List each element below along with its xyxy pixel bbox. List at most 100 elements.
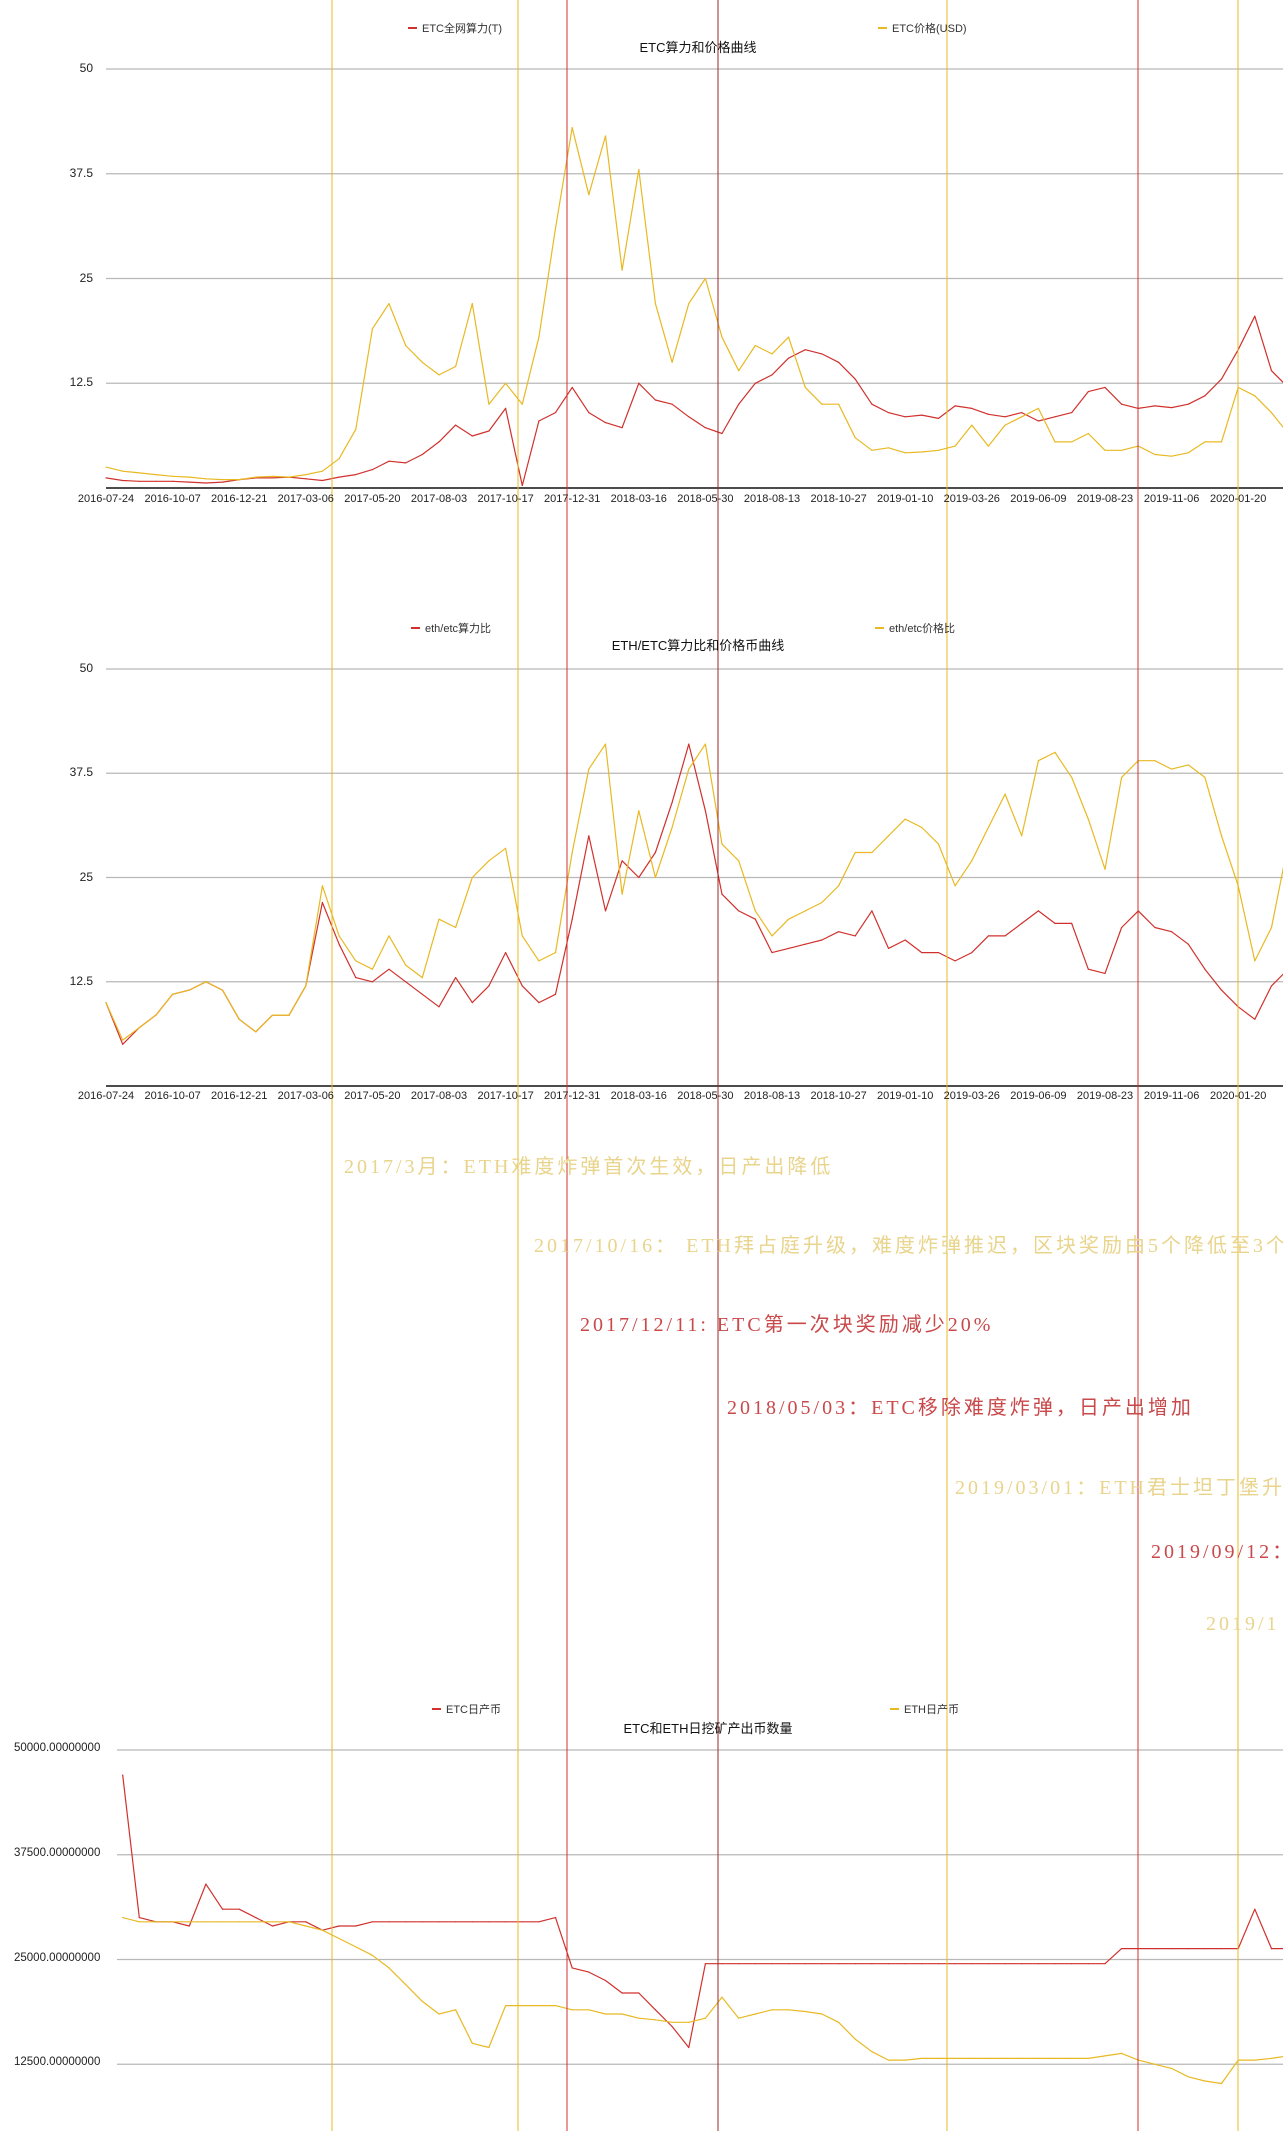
data-point: [238, 1908, 240, 1910]
y-tick-label: 37.5: [69, 165, 93, 180]
data-point: [488, 1921, 490, 1923]
data-point: [937, 417, 940, 420]
data-point: [1220, 989, 1223, 991]
data-point: [438, 2013, 440, 2015]
data-point: [371, 981, 373, 983]
x-tick-label: 2017-10-17: [477, 1090, 534, 1102]
data-point: [1004, 1963, 1006, 1965]
data-point: [305, 1925, 307, 1927]
data-point: [138, 1917, 140, 1919]
data-point: [838, 361, 840, 363]
data-point: [305, 478, 307, 480]
data-point: [421, 361, 423, 363]
data-point: [704, 427, 707, 429]
data-point: [1204, 968, 1206, 970]
data-point: [871, 2051, 873, 2053]
data-point: [1154, 405, 1156, 407]
data-point: [921, 2057, 923, 2059]
series-line-yellow: [122, 1917, 1283, 2085]
data-point: [788, 357, 790, 359]
data-point: [138, 472, 140, 474]
annotation-etc-reward-cut: 2017/12/11: ETC第一次块奖励减少20%: [580, 1314, 994, 1336]
data-point: [405, 344, 407, 347]
annotation-etc-remove-bomb: 2018/05/03：ETC移除难度炸弹，日产出增加: [727, 1397, 1194, 1419]
data-point: [771, 353, 773, 355]
data-point: [904, 939, 906, 941]
data-point: [937, 1963, 940, 1965]
data-point: [371, 328, 373, 330]
data-point: [688, 768, 690, 770]
data-point: [138, 1027, 140, 1029]
data-point: [571, 127, 573, 129]
data-point: [1021, 411, 1023, 414]
data-point: [971, 424, 973, 426]
series-line-yellow: [105, 743, 1283, 1041]
data-point: [621, 427, 623, 429]
data-point: [1104, 2055, 1106, 2057]
legend-etc-daily: ETC日产币: [432, 1701, 501, 1717]
data-point: [804, 1963, 806, 1965]
data-point: [1071, 776, 1073, 779]
x-tick-label: 2019-03-26: [943, 1090, 1000, 1102]
data-point: [1087, 391, 1089, 393]
data-point: [821, 2013, 823, 2015]
data-point: [754, 2013, 756, 2015]
x-tick-label: 2018-03-16: [610, 1090, 667, 1102]
data-point: [1154, 453, 1156, 456]
data-point: [654, 399, 657, 401]
data-point: [904, 416, 906, 418]
x-tick-label: 2016-10-07: [144, 1090, 201, 1102]
data-point: [821, 403, 823, 405]
x-tick-label: 2019-06-09: [1010, 1090, 1067, 1102]
data-point: [371, 968, 373, 970]
data-point: [1021, 835, 1023, 837]
data-point: [421, 976, 423, 979]
data-point: [688, 416, 690, 418]
data-point: [1220, 441, 1223, 443]
legend-swatch-red: [408, 27, 417, 29]
data-point: [355, 428, 357, 430]
data-point: [654, 303, 657, 305]
y-tick-label: 50: [79, 61, 93, 75]
data-point: [604, 135, 607, 137]
data-point: [704, 277, 707, 280]
data-point: [1087, 432, 1089, 435]
data-point: [505, 382, 507, 384]
data-point: [887, 2059, 890, 2061]
data-point: [1037, 910, 1039, 912]
data-point: [638, 876, 640, 879]
data-point: [588, 411, 590, 414]
data-point: [738, 860, 740, 862]
data-point: [1254, 395, 1256, 397]
y-tick-label: 37500.00000000: [14, 1846, 101, 1859]
data-point: [971, 1963, 973, 1965]
data-point: [671, 2025, 673, 2028]
x-tick-label: 2018-10-27: [810, 493, 867, 505]
series-line-yellow: [105, 127, 1283, 481]
data-point: [954, 1963, 956, 1965]
data-point: [1037, 1963, 1039, 1965]
data-point: [987, 935, 990, 937]
data-point: [904, 452, 906, 454]
data-point: [838, 931, 840, 933]
data-point: [122, 470, 124, 472]
data-point: [271, 475, 274, 477]
data-point: [688, 2021, 690, 2023]
data-point: [971, 2057, 973, 2059]
data-point: [405, 1984, 407, 1986]
data-point: [1270, 1948, 1273, 1950]
x-tick-label: 2018-10-27: [810, 1090, 867, 1102]
data-point: [421, 2000, 423, 2002]
data-point: [1054, 2057, 1056, 2059]
chart-3: [117, 1749, 1283, 2085]
chart-title: ETC算力和价格曲线: [639, 40, 757, 55]
chart-1: [105, 68, 1283, 489]
data-point: [1121, 449, 1123, 451]
data-point: [221, 1908, 224, 1910]
data-point: [205, 1883, 207, 1885]
x-tick-label: 2018-03-16: [610, 493, 667, 505]
y-tick-label: 12.5: [69, 375, 93, 390]
data-point: [205, 482, 207, 484]
data-point: [738, 370, 740, 372]
data-point: [1071, 2057, 1073, 2059]
